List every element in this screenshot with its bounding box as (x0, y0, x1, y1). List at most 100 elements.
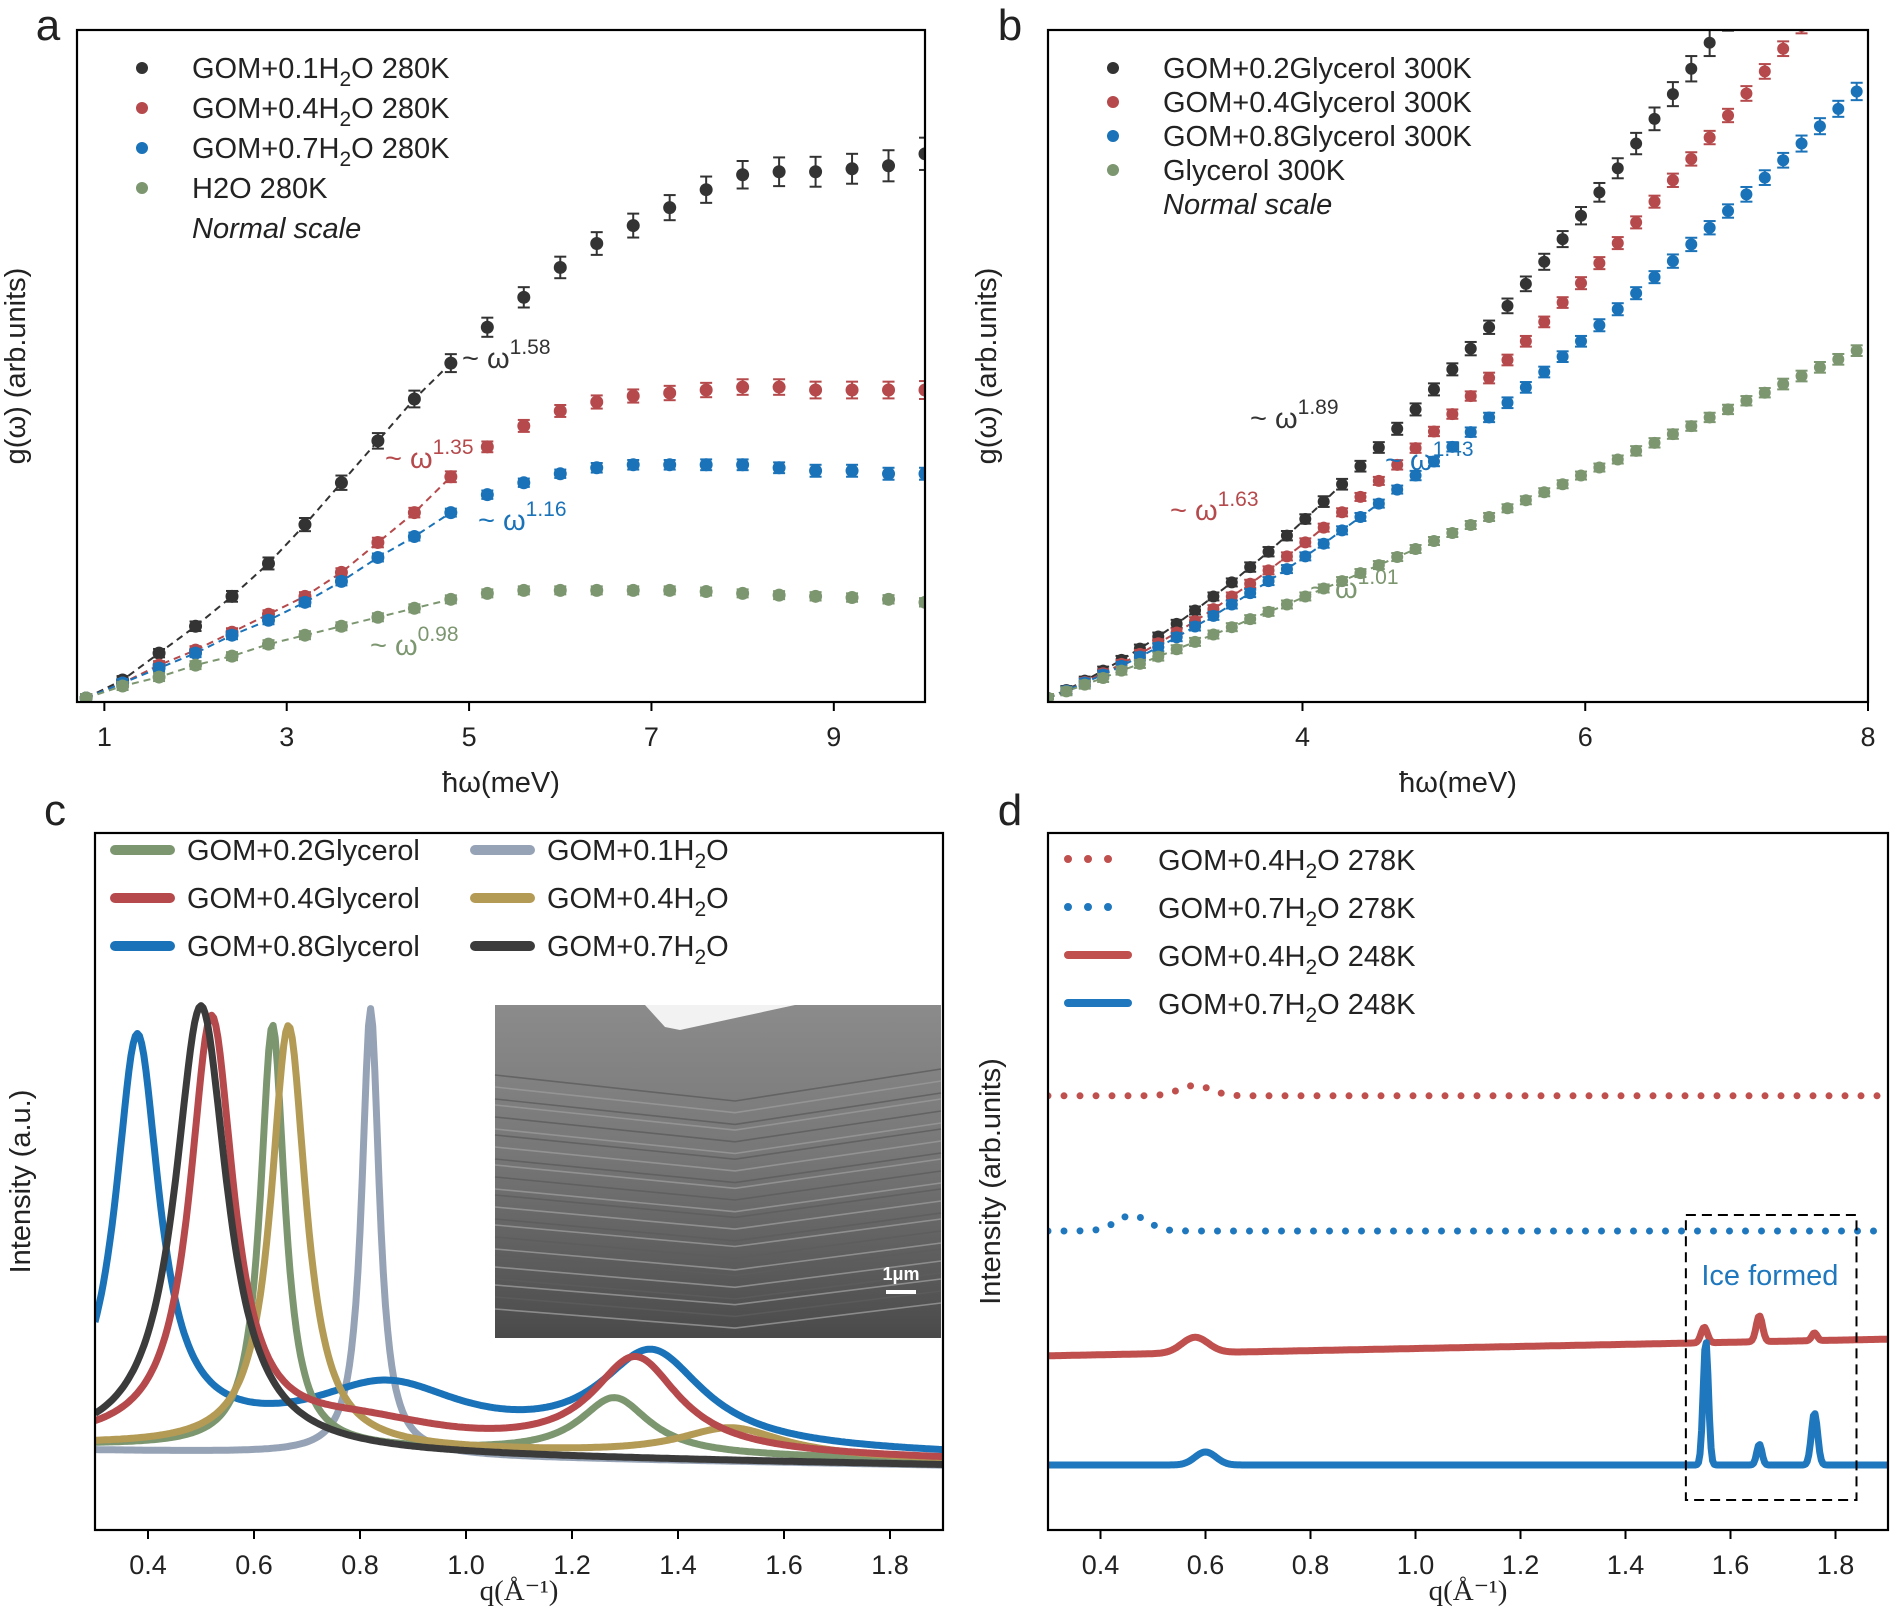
data-point (1593, 319, 1606, 332)
sem-layer (494, 1260, 942, 1289)
data-point (809, 589, 823, 603)
data-point (590, 395, 604, 409)
data-point (1244, 587, 1257, 600)
legend-marker (136, 102, 148, 114)
data-point (1409, 543, 1422, 556)
fit-label-exponent: 1.58 (510, 336, 551, 359)
legend-marker (1107, 62, 1119, 74)
data-point (1814, 0, 1826, 9)
data-point (1703, 221, 1716, 234)
fit-label-prefix: ~ ω (1250, 403, 1298, 435)
sem-layer (494, 1080, 942, 1114)
data-point (626, 219, 640, 233)
data-point (736, 168, 750, 182)
data-point (1666, 255, 1679, 268)
data-point (663, 583, 677, 597)
data-point (1097, 671, 1110, 684)
legend-label-rest: O 278K (1317, 893, 1416, 925)
legend-label-main: Glycerol 300K (1163, 155, 1346, 187)
data-point (736, 380, 750, 394)
data-point (1115, 664, 1128, 677)
data-point (1391, 422, 1404, 435)
data-point (1501, 502, 1514, 515)
panel-a-xtick-label: 1 (97, 722, 112, 752)
data-point (407, 392, 421, 406)
data-point (663, 458, 677, 472)
data-point (152, 646, 166, 660)
data-point (1427, 383, 1440, 396)
panel-a-xtick-label: 5 (462, 722, 477, 752)
fit-label: ~ ω1.01 (1310, 566, 1399, 605)
data-point (845, 162, 859, 176)
y-axis-label-c: Intensity (a.u.) (5, 1090, 37, 1274)
sem-scalebar-label: 1μm (882, 1264, 919, 1284)
data-point (225, 589, 239, 603)
panel-a-xtick-label: 9 (826, 722, 841, 752)
legend-label-main: GOM+0.8Glycerol 300K (1163, 121, 1472, 153)
fit-label-exponent: 1.63 (1218, 488, 1259, 511)
diffraction-curve (1048, 1211, 1888, 1235)
data-point (1575, 209, 1587, 222)
panel-a-xtick-label: 3 (279, 722, 294, 752)
data-point (845, 591, 859, 605)
data-point (918, 383, 925, 397)
data-point (1666, 174, 1679, 187)
data-point (626, 389, 640, 403)
data-point (334, 574, 348, 588)
data-point (1391, 483, 1404, 496)
data-point (371, 536, 385, 550)
data-point (1813, 120, 1826, 133)
legend-label: GOM+0.1H2O (547, 835, 729, 873)
legend-label: GOM+0.8Glycerol 300K (1163, 121, 1472, 153)
ice-formed-label: Ice formed (1701, 1260, 1838, 1292)
data-point (334, 476, 348, 490)
legend-label-main: GOM+0.7H (1158, 893, 1305, 925)
data-point (809, 165, 823, 179)
data-point (699, 183, 713, 197)
data-point (1244, 613, 1257, 626)
data-point (407, 506, 421, 520)
data-point (1538, 486, 1551, 499)
legend-marker (1107, 96, 1119, 108)
data-point (1225, 598, 1238, 611)
data-point (444, 592, 458, 606)
data-point (1685, 62, 1698, 75)
data-point (1777, 42, 1790, 55)
data-point (1740, 188, 1753, 201)
data-point (480, 488, 494, 502)
data-point (1391, 458, 1404, 471)
data-point (444, 506, 458, 520)
sem-layer (494, 1200, 942, 1230)
data-point (371, 434, 385, 448)
fit-line (85, 511, 452, 699)
data-point (1048, 692, 1054, 702)
data-point (189, 619, 203, 633)
legend-label-main: GOM+0.4H (1158, 941, 1305, 973)
data-point (626, 583, 640, 597)
legend-label: GOM+0.4Glycerol 300K (1163, 87, 1472, 119)
fit-label: ~ ω1.63 (1170, 488, 1259, 527)
legend-label-sub: 2 (1305, 956, 1317, 979)
sem-scalebar (886, 1290, 916, 1294)
legend-marker (1107, 130, 1119, 142)
data-point (1336, 575, 1349, 588)
data-point (1354, 510, 1367, 523)
data-point (1575, 335, 1587, 348)
panel-c-frame (93, 831, 945, 1532)
legend-marker (136, 182, 148, 194)
sem-layer (494, 1098, 942, 1131)
legend-label-main: GOM+0.8Glycerol (187, 931, 420, 963)
legend-label: GOM+0.4H2O (547, 883, 729, 921)
panel-b-xtick-label: 6 (1578, 722, 1593, 752)
data-point (1666, 88, 1679, 101)
data-point (1483, 510, 1496, 523)
fit-label-exponent: 1.16 (526, 498, 567, 521)
data-point (772, 165, 786, 179)
data-point (1501, 353, 1514, 366)
legend-label-main: GOM+0.4H (1158, 845, 1305, 877)
note-a: Normal scale (192, 213, 361, 245)
data-point (809, 383, 823, 397)
data-point (553, 583, 567, 597)
data-point (1299, 550, 1312, 563)
data-point (1280, 563, 1293, 576)
